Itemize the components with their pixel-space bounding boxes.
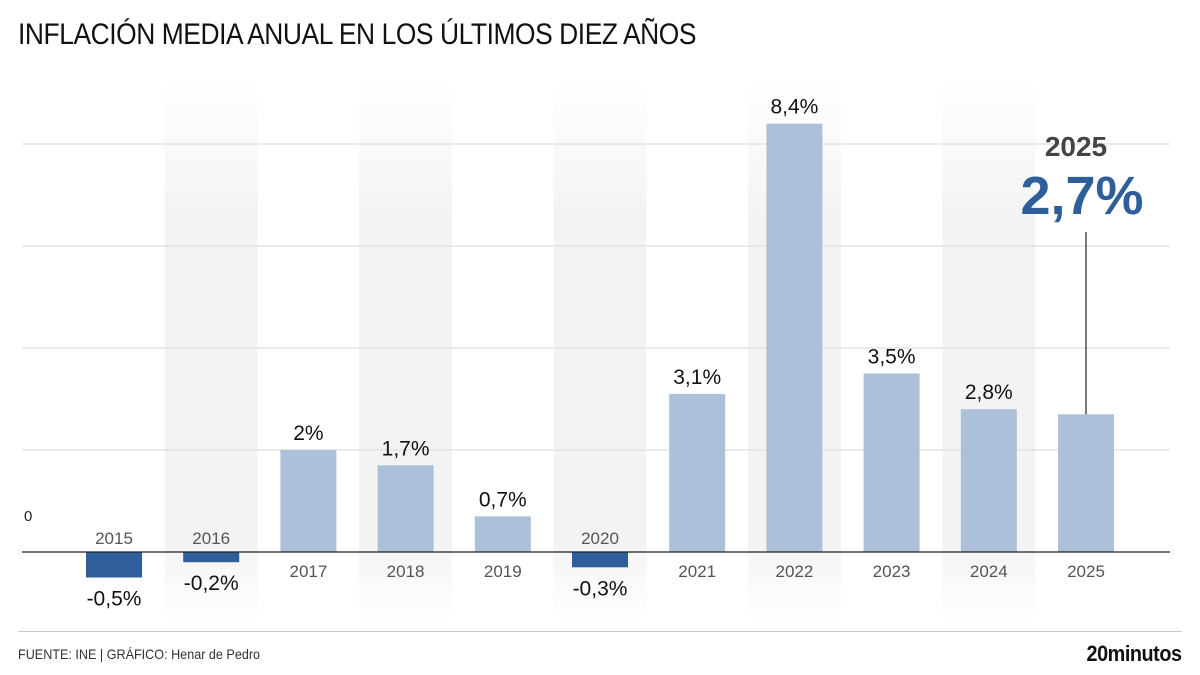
bar-2016: [183, 552, 240, 563]
value-label-2017: 2%: [293, 422, 323, 445]
x-tick-label-2025: 2025: [1067, 562, 1105, 581]
x-tick-label-2015: 2015: [95, 529, 133, 548]
bar-2023: [863, 373, 920, 552]
x-tick-label-2019: 2019: [484, 562, 522, 581]
x-tick-label-2017: 2017: [289, 562, 327, 581]
x-tick-label-2023: 2023: [873, 562, 911, 581]
bar-2019: [474, 516, 531, 552]
highlight-year: 2025: [1045, 131, 1107, 162]
value-label-2020: -0,3%: [573, 577, 628, 600]
brand-logo: 20minutos: [1087, 641, 1182, 666]
x-tick-label-2020: 2020: [581, 529, 619, 548]
value-label-2021: 3,1%: [673, 366, 721, 389]
bar-2024: [960, 409, 1017, 552]
bar-2017: [280, 450, 337, 552]
x-tick-label-2016: 2016: [192, 529, 230, 548]
y-tick-label: 0: [24, 508, 32, 525]
source-credit: FUENTE: INE | GRÁFICO: Henar de Pedro: [18, 646, 261, 662]
value-label-2023: 3,5%: [868, 346, 916, 369]
column-band: [164, 80, 258, 625]
bar-2021: [669, 393, 726, 552]
data-labels: -0,5% -0,2% 2% 1,7% 0,7% -0,3% 3,1% 8,4% 3,5% 2,8…: [87, 96, 1013, 611]
value-label-2022: 8,4%: [770, 96, 818, 119]
value-label-2016: -0,2%: [184, 572, 239, 595]
x-tick-label-2022: 2022: [775, 562, 813, 581]
bar-2025: [1058, 414, 1114, 552]
value-label-2015: -0,5%: [87, 588, 142, 611]
column-band: [553, 80, 647, 625]
bar-2022: [766, 123, 823, 552]
chart-title: INFLACIÓN MEDIA ANUAL EN LOS ÚLTIMOS DIE…: [18, 18, 697, 51]
x-tick-label-2018: 2018: [387, 562, 425, 581]
bar-2015: [86, 552, 142, 578]
bar-2018: [377, 465, 434, 552]
bar-2020: [572, 552, 628, 568]
value-label-2019: 0,7%: [479, 488, 527, 511]
x-tick-label-2021: 2021: [678, 562, 716, 581]
x-tick-labels: 2015 2016 2017 2018 2019 2020 2021 2022 2023 2024…: [95, 529, 1105, 581]
bars: [86, 123, 1114, 578]
highlight-value: 2,7%: [1020, 166, 1143, 226]
value-label-2018: 1,7%: [382, 437, 430, 460]
value-label-2024: 2,8%: [965, 381, 1013, 404]
x-tick-label-2024: 2024: [970, 562, 1008, 581]
footer-divider: [18, 631, 1182, 632]
